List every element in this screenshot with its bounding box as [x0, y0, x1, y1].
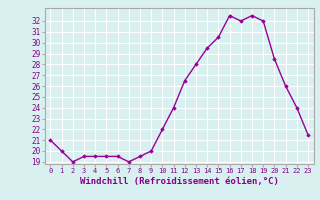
X-axis label: Windchill (Refroidissement éolien,°C): Windchill (Refroidissement éolien,°C) [80, 177, 279, 186]
